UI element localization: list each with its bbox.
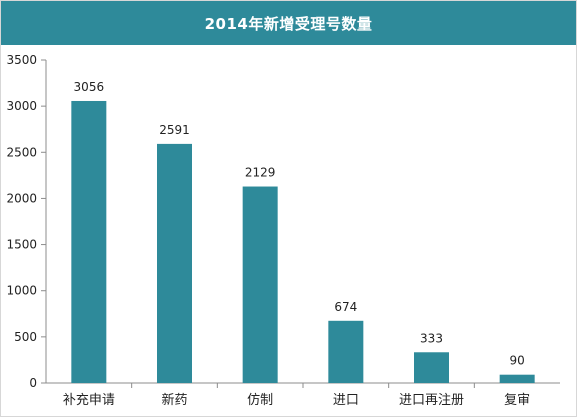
x-tick-label: 仿制 [247,393,273,408]
y-tick-label: 1000 [6,284,37,298]
title-bar: 2014年新增受理号数量 [1,1,576,45]
data-label: 2129 [245,166,276,180]
bar [414,352,449,383]
data-label: 3056 [74,80,105,94]
y-tick-label: 0 [29,376,37,390]
x-tick-label: 进口再注册 [399,393,464,408]
y-tick-label: 2000 [6,191,37,205]
data-label: 674 [334,300,357,314]
data-label: 2591 [159,123,190,137]
chart-title: 2014年新增受理号数量 [204,14,373,33]
bar [71,100,107,383]
y-tick-label: 3000 [6,99,37,113]
bar [157,143,192,383]
x-tick-label: 补充申请 [63,392,115,408]
bar [499,374,535,383]
data-label: 333 [420,331,443,345]
y-tick-label: 3500 [6,53,37,67]
chart-axes: 0 500 1000 1500 2000 2500 3000 3500 [6,53,560,390]
x-tick-label: 新药 [161,392,187,408]
label-group: 3056 补充申请 2591 新药 2129 仿制 674 进口 333 进口再注册 90 复审 [63,80,530,408]
bar [328,320,364,383]
y-tick-label: 2500 [6,145,37,159]
y-tick-label: 500 [14,330,37,344]
bar [242,186,278,383]
x-tick-label: 进口 [333,393,359,408]
data-label: 90 [510,354,525,368]
x-tick-label: 复审 [504,393,530,408]
y-tick-label: 1500 [6,238,37,252]
bar-group [71,100,535,383]
